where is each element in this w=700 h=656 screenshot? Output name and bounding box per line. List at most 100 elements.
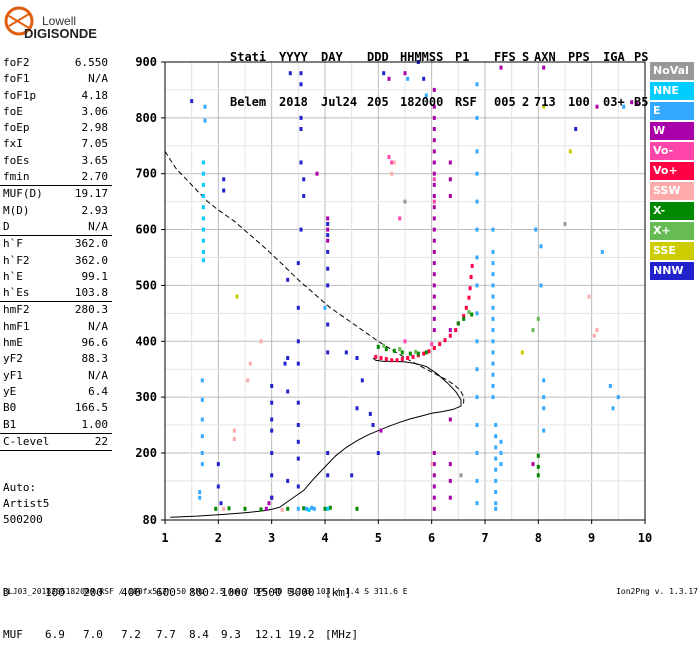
dm-value: 7.7 [156,628,176,641]
header-cell: AXN [534,50,556,64]
param-label: yE [3,384,17,398]
dm-value: 800 [189,586,209,599]
echo-point [315,171,319,176]
echo-point [491,339,495,344]
echo-point [406,356,410,360]
echo-point [491,361,495,366]
param-value: N/A [88,368,108,382]
header-cell: RSF [455,95,477,109]
echo-point [536,316,540,321]
echo-point [468,286,472,291]
param-label: yF1 [3,368,23,382]
param-label: foE [3,104,23,118]
echo-point [219,501,223,506]
echo-point [302,506,306,511]
echo-point [494,506,498,511]
echo-point [475,255,479,260]
echo-point [296,305,300,310]
echo-point [286,389,290,394]
legend-item: Vo+ [650,162,694,180]
y-tick-label: 80 [143,513,157,527]
echo-point [448,462,452,467]
echo-point [270,417,274,422]
echo-point [432,506,436,511]
param-row: B0 166.5 [0,400,112,416]
param-row: M(D) 2.93 [0,203,112,219]
x-tick-label: 6 [428,531,435,545]
echo-point [432,462,436,467]
param-value: 7.05 [81,137,109,151]
echo-point [248,361,252,366]
echo-point [406,76,410,81]
auto-code: 500200 [3,513,43,526]
echo-point [494,490,498,495]
param-label: yF2 [3,352,23,366]
distance-row: D 100 200 400 600 800 1000 1500 3000 [km] [3,586,352,600]
echo-point [368,411,372,416]
header-cell: Stati [230,50,267,64]
echo-point [475,423,479,427]
echo-point [376,344,380,349]
echo-point [432,346,436,350]
dm-value: 7.2 [121,628,141,641]
echo-point [414,349,418,354]
echo-point [398,347,402,352]
echo-point [475,451,479,455]
echo-point [491,294,495,299]
echo-point [470,263,474,268]
echo-point [379,428,383,433]
echo-point [494,434,498,439]
echo-point [491,395,495,400]
echo-point [491,283,495,288]
echo-point [216,484,220,489]
echo-point [563,222,567,226]
echo-point [203,118,207,123]
echo-point [304,506,308,511]
echo-point [270,400,274,405]
echo-point [475,283,479,288]
legend-item: W [650,122,694,140]
legend-item: E [650,102,694,120]
echo-point [448,328,452,333]
echo-point [299,160,303,165]
echo-point [520,350,524,355]
echo-point [448,160,452,165]
dm-unit: [MHz] [325,628,359,641]
param-row: C-level 22 [0,434,112,452]
echo-point [531,328,535,333]
x-tick-label: 7 [481,531,488,545]
param-value: 2.93 [81,203,109,217]
param-value: N/A [88,72,108,86]
dm-value: 1000 [221,586,248,599]
echo-point [448,177,452,182]
legend-item: SSE [650,242,694,260]
chart-grid [164,61,646,521]
header-cell: 182000 [400,95,444,109]
echo-point [432,316,436,321]
param-label: foF1p [3,88,37,102]
echo-point [432,249,436,254]
param-label: fxI [3,137,23,151]
logo-text-top: Lowell [42,14,77,28]
echo-point [296,439,300,444]
echo-point [246,378,250,383]
echo-point [432,294,436,299]
echo-point [432,272,436,277]
echo-point [467,295,471,300]
echo-point [475,367,479,372]
echo-point [328,505,332,510]
echo-point [462,316,466,321]
series-SSW [222,160,599,512]
echo-point [390,160,394,165]
param-value: 280.3 [74,303,108,317]
echo-point [371,423,375,427]
echo-points [190,60,639,512]
dm-value: 100 [45,586,65,599]
logo-text-bottom: DIGISONDE [24,26,97,41]
echo-point [299,82,303,87]
param-label: h`F [3,237,23,251]
echo-point [286,277,290,282]
x-tick-label: 3 [268,531,275,545]
file-footer: BLJ03_2018205182000.RSF / 180fx512h 50 k… [3,587,698,596]
param-row: B1 1.00 [0,417,112,434]
